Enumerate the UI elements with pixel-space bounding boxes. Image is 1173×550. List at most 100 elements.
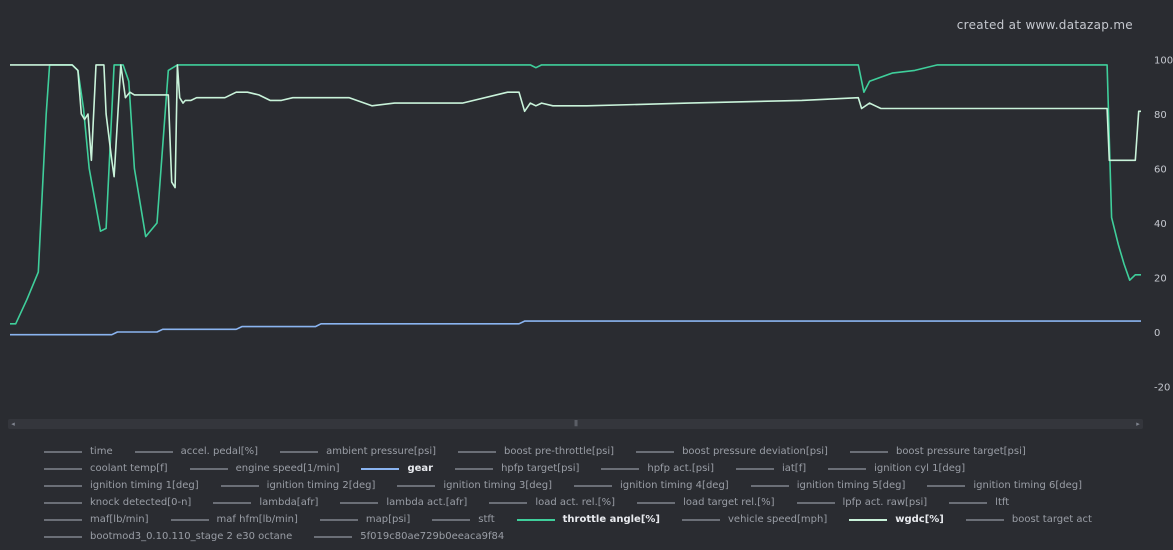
legend-label: ignition timing 1[deg] — [90, 480, 199, 491]
legend-item[interactable]: knock detected[0-n] — [44, 496, 191, 509]
legend-label: gear — [407, 463, 434, 474]
scroll-grip-icon[interactable]: ||| — [573, 420, 578, 427]
legend-item[interactable]: load act. rel.[%] — [489, 496, 615, 509]
legend-item[interactable]: ignition cyl 1[deg] — [828, 462, 965, 475]
legend-item[interactable]: boost pressure deviation[psi] — [636, 445, 828, 458]
legend-label: ignition timing 4[deg] — [620, 480, 729, 491]
legend-label: stft — [478, 514, 495, 525]
legend-item[interactable]: maf[lb/min] — [44, 513, 149, 526]
legend-swatch-icon — [44, 535, 82, 538]
legend-swatch-icon — [189, 467, 228, 470]
legend-swatch-icon — [319, 518, 358, 521]
legend-swatch-icon — [44, 484, 82, 487]
y-tick-label: 80 — [1154, 110, 1167, 121]
legend-item[interactable]: iat[f] — [735, 462, 807, 475]
legend-item[interactable]: lambda act.[afr] — [340, 496, 467, 509]
legend-swatch-icon — [220, 484, 259, 487]
legend-swatch-icon — [44, 518, 82, 521]
legend-item[interactable]: bootmod3_0.10.110_stage 2 e30 octane — [44, 530, 292, 543]
legend-label: ignition timing 3[deg] — [443, 480, 553, 491]
legend-label: ambient pressure[psi] — [326, 446, 436, 457]
legend-swatch-icon — [44, 450, 82, 453]
legend-item[interactable]: boost pressure target[psi] — [849, 445, 1026, 458]
legend-label: 5f019c80ae729b0eeaca9f84 — [360, 531, 505, 542]
legend-label: ltft — [995, 497, 1010, 508]
legend-item[interactable]: ltft — [949, 496, 1009, 509]
legend-label: maf hfm[lb/min] — [216, 514, 298, 525]
scroll-right-arrow-icon[interactable]: ▸ — [1136, 420, 1140, 428]
legend-item[interactable]: lpfp act. raw[psi] — [796, 496, 927, 509]
legend-label: accel. pedal[%] — [180, 446, 259, 457]
legend-item[interactable]: map[psi] — [319, 513, 411, 526]
legend-label: maf[lb/min] — [90, 514, 149, 525]
series-line-wgdc — [10, 64, 1141, 189]
legend-label: throttle angle[%] — [562, 514, 660, 525]
legend-item[interactable]: boost pre-throttle[psi] — [458, 445, 614, 458]
legend-label: lambda[afr] — [259, 497, 319, 508]
y-tick-label: 60 — [1154, 165, 1167, 176]
legend-swatch-icon — [750, 484, 789, 487]
legend-item[interactable]: boost target act — [965, 513, 1092, 526]
legend-label: ignition timing 5[deg] — [796, 480, 906, 491]
legend-item[interactable]: ambient pressure[psi] — [280, 445, 436, 458]
scroll-left-arrow-icon[interactable]: ◂ — [11, 420, 15, 428]
y-tick-label: 0 — [1154, 328, 1160, 339]
legend-label: boost pressure target[psi] — [895, 446, 1026, 457]
legend-label: hpfp act.[psi] — [647, 463, 714, 474]
legend-item[interactable]: vehicle speed[mph] — [682, 513, 827, 526]
line-chart: 100 80 60 40 20 0 -20 — [10, 56, 1173, 394]
legend-item[interactable]: ignition timing 5[deg] — [750, 479, 906, 492]
legend-item[interactable]: load target rel.[%] — [637, 496, 775, 509]
legend-item[interactable]: ignition timing 1[deg] — [44, 479, 199, 492]
legend-label: map[psi] — [365, 514, 411, 525]
legend-item[interactable]: gear — [361, 462, 433, 475]
y-tick-label: 20 — [1154, 274, 1167, 285]
legend-label: bootmod3_0.10.110_stage 2 e30 octane — [90, 531, 293, 542]
series-line-gear — [10, 320, 1141, 336]
legend-item[interactable]: wgdc[%] — [849, 513, 944, 526]
legend-swatch-icon — [340, 501, 379, 504]
y-tick-label: 40 — [1154, 219, 1167, 230]
legend-label: load target rel.[%] — [683, 497, 775, 508]
legend-item[interactable]: engine speed[1/min] — [189, 462, 339, 475]
legend-item[interactable]: hpfp target[psi] — [455, 462, 579, 475]
legend-label: lambda act.[afr] — [386, 497, 468, 508]
legend-label: coolant temp[f] — [90, 463, 168, 474]
legend-item[interactable]: ignition timing 6[deg] — [927, 479, 1082, 492]
series-layer — [10, 64, 1141, 336]
legend-swatch-icon — [170, 518, 209, 521]
legend-item[interactable]: ignition timing 3[deg] — [397, 479, 552, 492]
legend-item[interactable]: hpfp act.[psi] — [601, 462, 714, 475]
legend-label: vehicle speed[mph] — [728, 514, 828, 525]
legend-item[interactable]: time — [44, 445, 113, 458]
y-axis: 100 80 60 40 20 0 -20 — [1154, 56, 1173, 394]
legend-swatch-icon — [636, 450, 675, 453]
legend-swatch-icon — [489, 501, 528, 504]
legend-swatch-icon — [828, 467, 867, 470]
legend-label: knock detected[0-n] — [90, 497, 192, 508]
legend-swatch-icon — [44, 501, 82, 504]
legend-label: wgdc[%] — [895, 514, 944, 525]
legend-item[interactable]: lambda[afr] — [213, 496, 318, 509]
legend-item[interactable]: ignition timing 4[deg] — [574, 479, 729, 492]
legend-item[interactable]: 5f019c80ae729b0eeaca9f84 — [314, 530, 504, 543]
legend-swatch-icon — [601, 467, 640, 470]
legend-swatch-icon — [735, 467, 774, 470]
legend-item[interactable]: coolant temp[f] — [44, 462, 168, 475]
legend-swatch-icon — [516, 518, 555, 521]
legend-swatch-icon — [849, 450, 888, 453]
legend-swatch-icon — [455, 467, 494, 470]
legend-label: ignition timing 2[deg] — [266, 480, 376, 491]
legend-item[interactable]: maf hfm[lb/min] — [170, 513, 298, 526]
legend-label: ignition timing 6[deg] — [973, 480, 1083, 491]
legend-item[interactable]: stft — [432, 513, 495, 526]
legend-item[interactable]: accel. pedal[%] — [134, 445, 259, 458]
legend-swatch-icon — [949, 501, 988, 504]
legend-label: iat[f] — [781, 463, 807, 474]
legend-swatch-icon — [314, 535, 353, 538]
legend-swatch-icon — [965, 518, 1004, 521]
timeline-scrollbar[interactable]: ◂ ||| ▸ — [8, 419, 1143, 429]
legend-item[interactable]: throttle angle[%] — [516, 513, 660, 526]
legend-label: ignition cyl 1[deg] — [874, 463, 966, 474]
legend-item[interactable]: ignition timing 2[deg] — [220, 479, 376, 492]
